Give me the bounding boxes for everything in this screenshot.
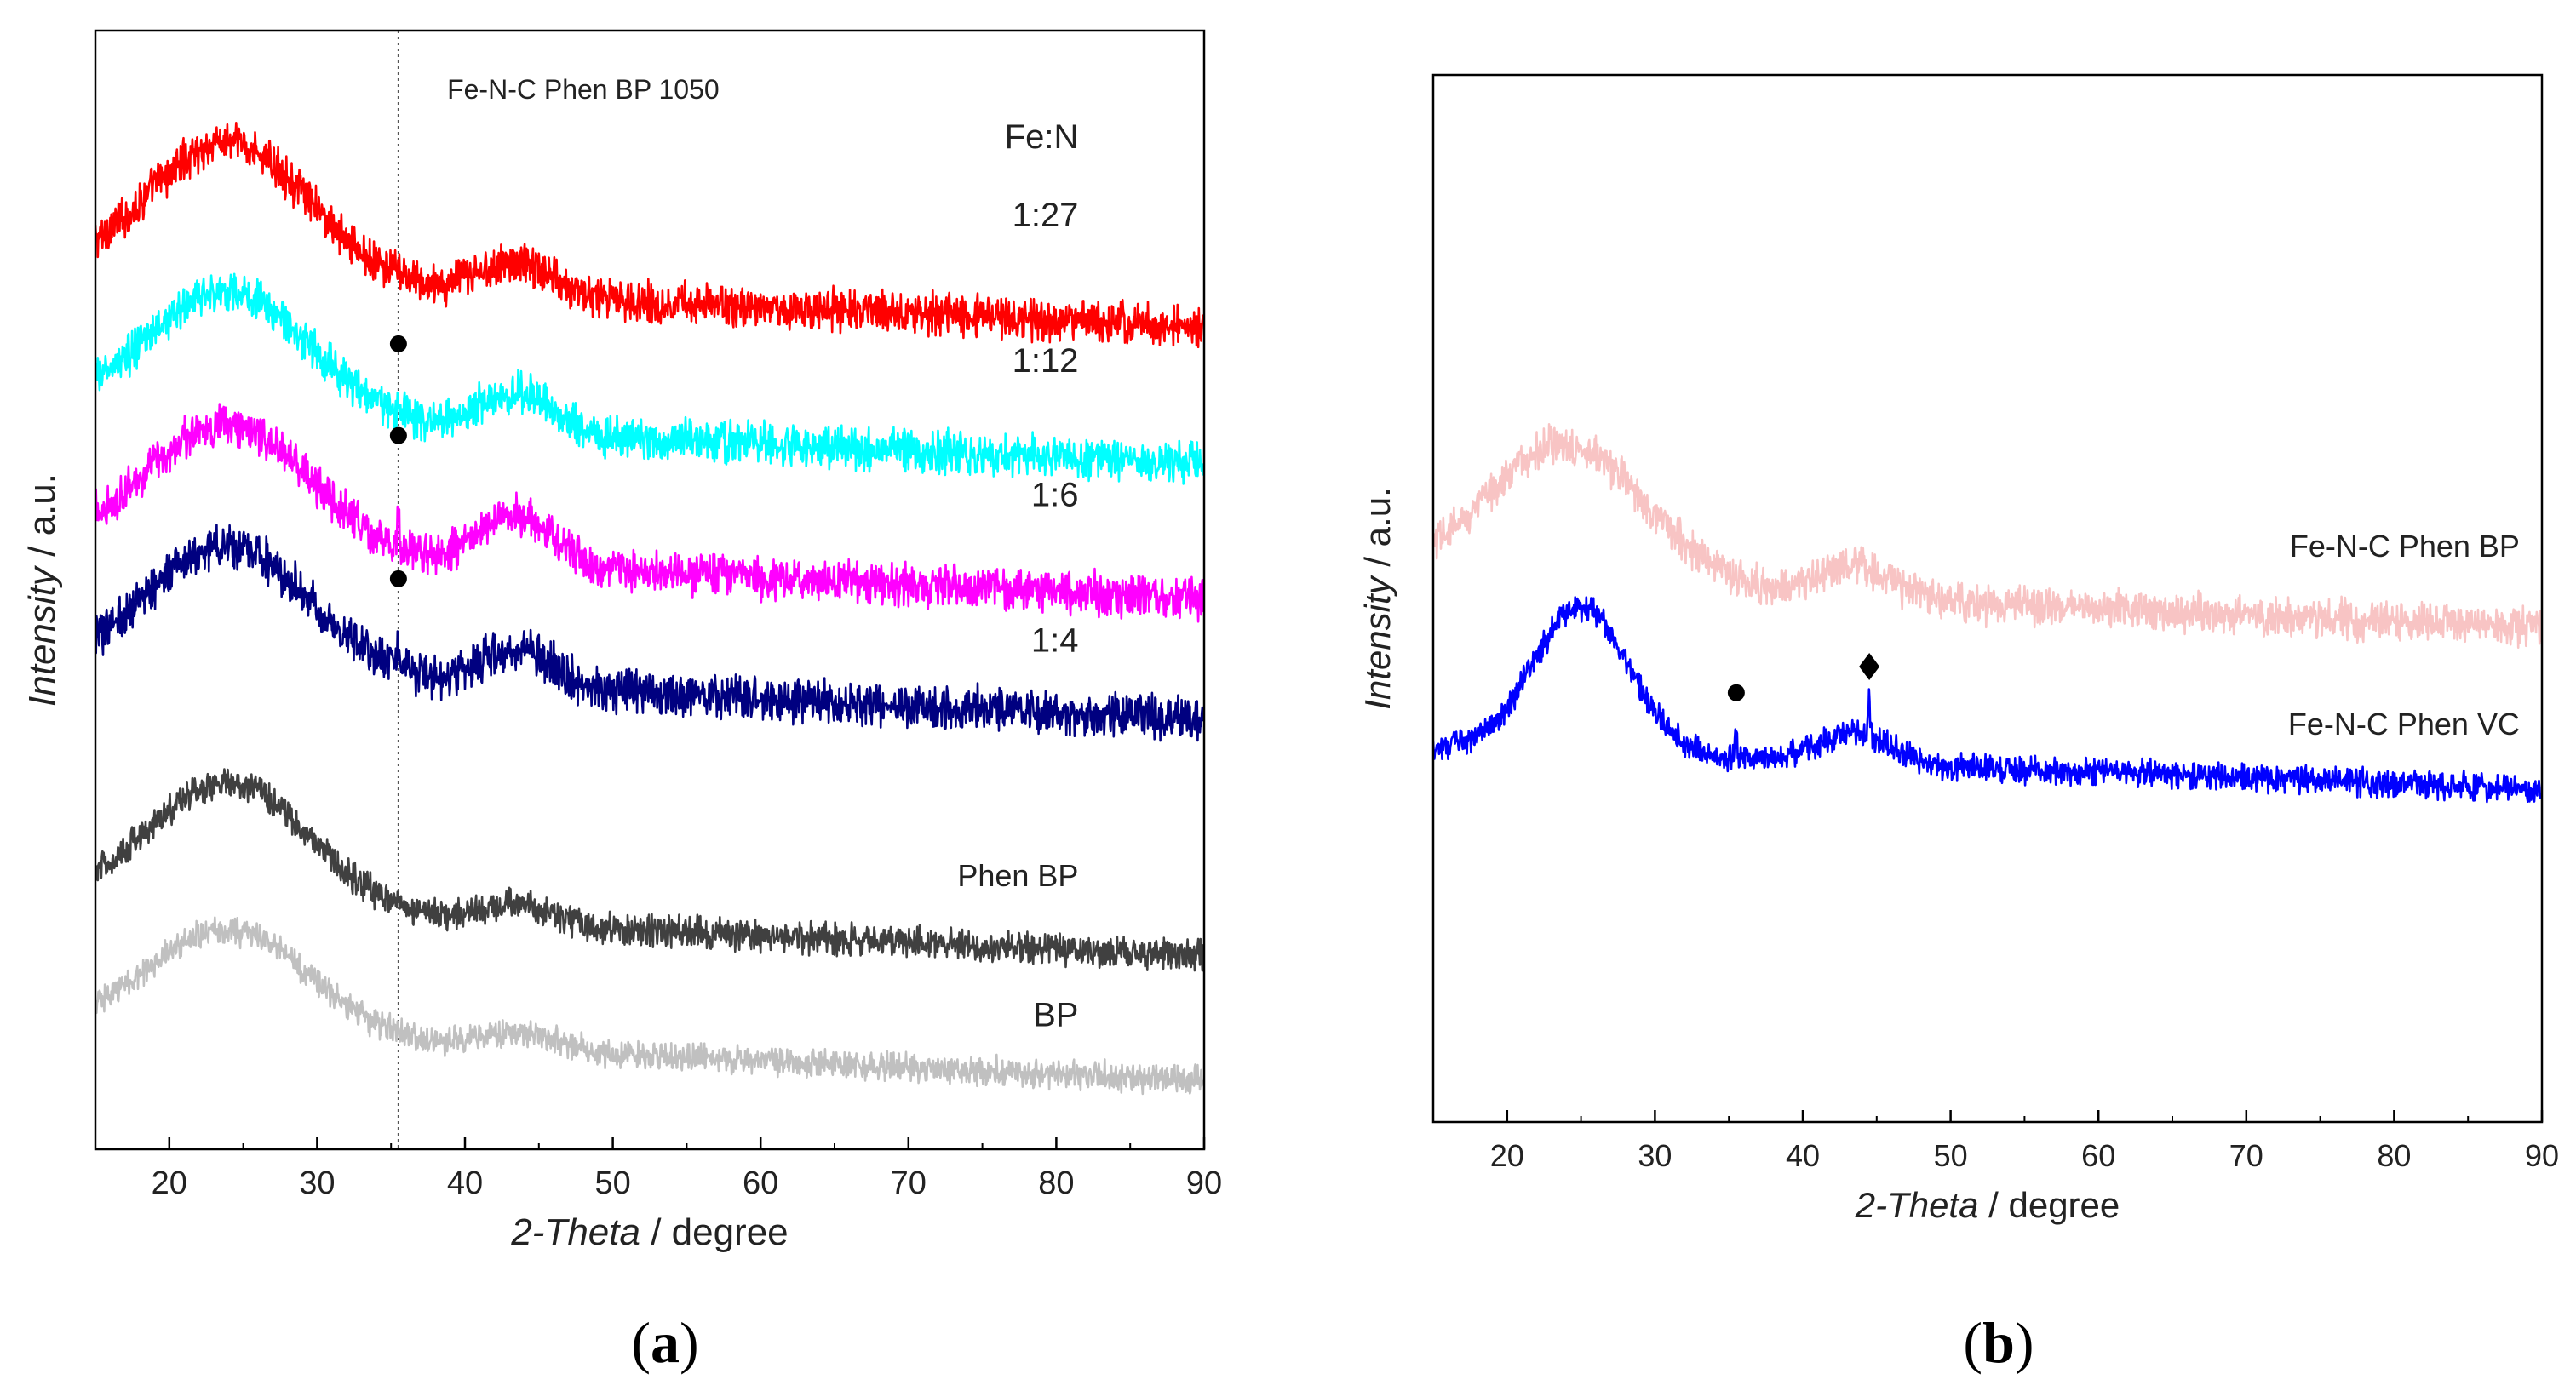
x-tick-label: 70 [891,1165,927,1201]
panel-caption: (b) [1963,1310,2034,1375]
label-1-12: 1:12 [1013,342,1079,380]
plot-frame [94,29,1206,1151]
x-tick-label: 90 [2525,1138,2559,1173]
x-tick-label: 50 [594,1165,630,1201]
x-tick-label: 40 [447,1165,483,1201]
x-tick-label: 30 [1638,1138,1672,1173]
x-tick-label: 60 [743,1165,778,1201]
x-tick-label: 20 [1490,1138,1524,1173]
x-tick-label: 90 [1186,1165,1222,1201]
marker-circle-2 [389,426,407,444]
series-fe-n-c-phen-vc [1433,596,2542,804]
series-phen-bp [95,768,1204,972]
series-fe-n-c-phen-bp [1433,422,2542,650]
label-fe-n-c-phen-bp: Fe-N-C Phen BP [2290,529,2520,564]
chart-panel-b: 20 30 40 50 60 70 80 90 2-Theta / degree Intensit… [1357,73,2559,1375]
x-axis-label: 2-Theta / degree [1855,1185,2120,1225]
x-tick-label: 20 [152,1165,187,1201]
y-axis-label: Intensity / a.u. [1357,487,1397,709]
label-1-6: 1:6 [1031,476,1079,513]
marker-diamond [1859,652,1880,680]
series-bp [95,916,1204,1096]
label-bp: BP [1033,996,1078,1033]
x-tick-label: 80 [2377,1138,2411,1173]
label-fe-n: Fe:N [1005,118,1079,156]
panel-caption: (a) [631,1310,698,1375]
label-1-4: 1:4 [1031,621,1079,659]
x-tick-label: 70 [2229,1138,2263,1173]
series-1-12 [95,272,1204,485]
x-tick-label: 40 [1786,1138,1820,1173]
series-1-6 [95,403,1204,623]
series-1-27 [95,122,1204,349]
marker-circle-1 [1727,684,1745,701]
x-axis-label: 2-Theta / degree [510,1211,788,1253]
chart-title: Fe-N-C Phen BP 1050 [447,74,720,105]
marker-circle-1 [389,335,407,352]
series-1-4 [95,524,1204,742]
x-tick-label: 30 [299,1165,335,1201]
y-axis-label: Intensity / a.u. [21,473,63,707]
marker-circle-3 [389,570,407,587]
label-phen-bp: Phen BP [957,858,1078,893]
plot-frame [1431,73,2544,1124]
x-tick-label: 80 [1038,1165,1074,1201]
label-fe-n-c-phen-vc: Fe-N-C Phen VC [2288,707,2520,741]
x-tick-label: 50 [1934,1138,1968,1173]
x-tick-label: 60 [2081,1138,2115,1173]
label-1-27: 1:27 [1013,197,1079,234]
chart-panel-a: 20 30 40 50 60 70 80 90 2-Theta / degree Intensit… [21,29,1222,1375]
